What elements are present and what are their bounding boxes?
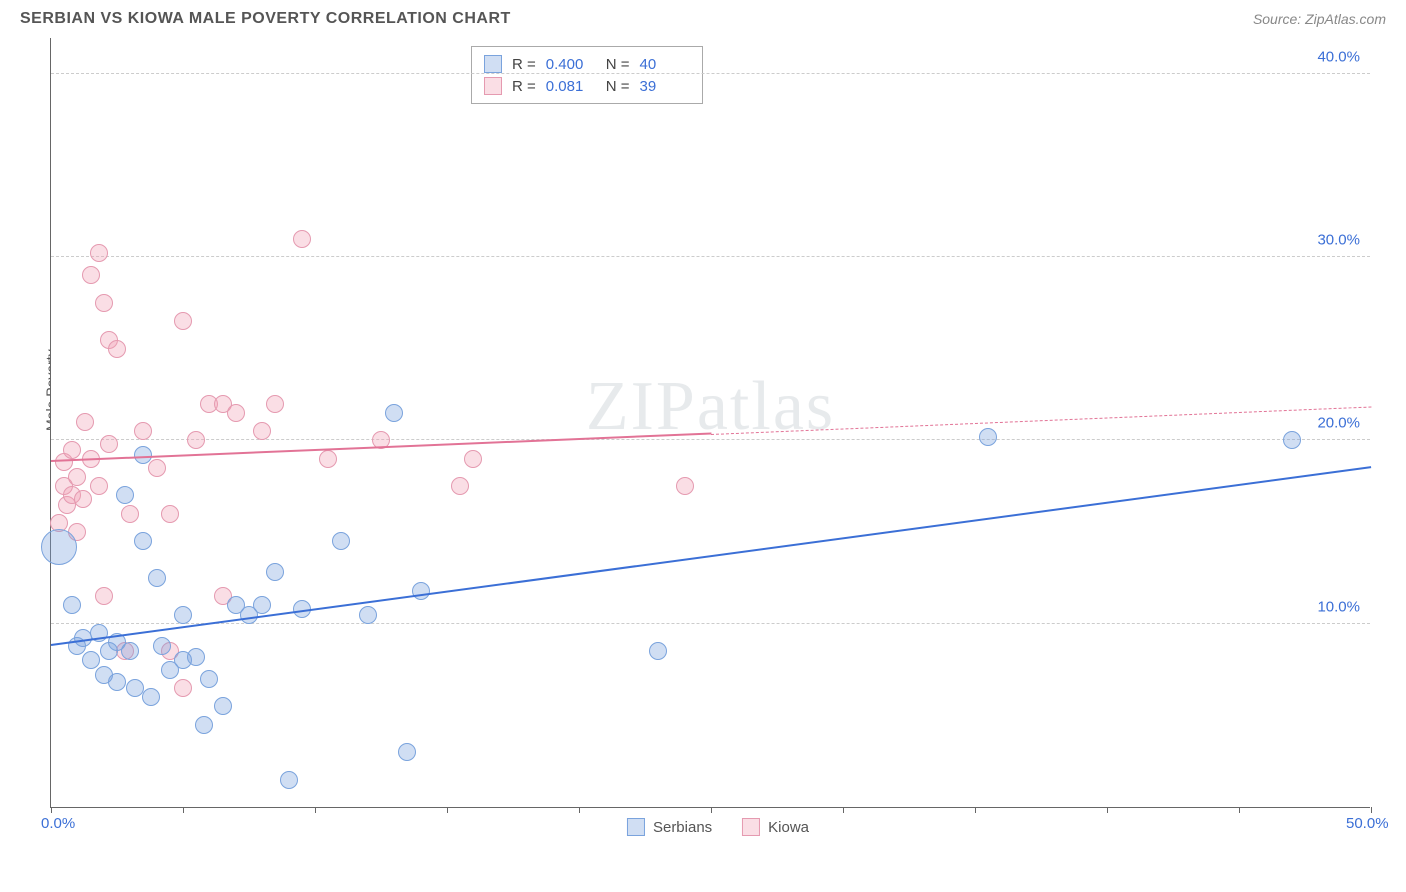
- data-point: [174, 679, 192, 697]
- stat-n-value: 40: [640, 56, 690, 73]
- x-tick: [315, 807, 316, 813]
- data-point: [153, 637, 171, 655]
- data-point: [76, 413, 94, 431]
- stat-r-value: 0.400: [546, 56, 596, 73]
- gridline: [51, 439, 1370, 440]
- data-point: [319, 450, 337, 468]
- data-point: [385, 404, 403, 422]
- data-point: [142, 688, 160, 706]
- data-point: [148, 569, 166, 587]
- x-tick: [975, 807, 976, 813]
- data-point: [63, 596, 81, 614]
- data-point: [293, 230, 311, 248]
- x-tick-label: 0.0%: [41, 815, 75, 832]
- gridline: [51, 73, 1370, 74]
- data-point: [200, 670, 218, 688]
- trendline-dashed: [711, 406, 1371, 434]
- legend-item: Serbians: [627, 818, 712, 836]
- trendline: [51, 466, 1371, 646]
- data-point: [82, 266, 100, 284]
- data-point: [174, 312, 192, 330]
- data-point: [464, 450, 482, 468]
- data-point: [266, 395, 284, 413]
- data-point: [100, 435, 118, 453]
- data-point: [187, 431, 205, 449]
- plot-area: ZIPatlas R = 0.400 N = 40 R = 0.081 N = 39 10.0…: [50, 38, 1370, 808]
- data-point: [41, 529, 77, 565]
- data-point: [451, 477, 469, 495]
- data-point: [121, 642, 139, 660]
- data-point: [121, 505, 139, 523]
- x-tick: [1107, 807, 1108, 813]
- data-point: [161, 505, 179, 523]
- data-point: [134, 422, 152, 440]
- data-point: [95, 294, 113, 312]
- data-point: [979, 428, 997, 446]
- data-point: [90, 477, 108, 495]
- stat-n-label: N =: [606, 78, 630, 95]
- data-point: [134, 532, 152, 550]
- stat-r-label: R =: [512, 78, 536, 95]
- data-point: [116, 486, 134, 504]
- stat-r-label: R =: [512, 56, 536, 73]
- data-point: [214, 697, 232, 715]
- bottom-legend: Serbians Kiowa: [627, 818, 809, 836]
- watermark: ZIPatlas: [586, 367, 835, 447]
- legend-item: Kiowa: [742, 818, 809, 836]
- x-tick: [1371, 807, 1372, 813]
- data-point: [74, 490, 92, 508]
- data-point: [108, 340, 126, 358]
- data-point: [68, 468, 86, 486]
- x-tick: [1239, 807, 1240, 813]
- data-point: [63, 441, 81, 459]
- x-tick: [183, 807, 184, 813]
- data-point: [90, 244, 108, 262]
- x-tick: [711, 807, 712, 813]
- data-point: [253, 596, 271, 614]
- legend-swatch: [627, 818, 645, 836]
- data-point: [174, 606, 192, 624]
- data-point: [359, 606, 377, 624]
- data-point: [187, 648, 205, 666]
- x-tick: [843, 807, 844, 813]
- legend-label: Kiowa: [768, 819, 809, 836]
- x-tick: [447, 807, 448, 813]
- data-point: [649, 642, 667, 660]
- x-tick: [51, 807, 52, 813]
- stat-n-value: 39: [640, 78, 690, 95]
- legend-swatch: [484, 77, 502, 95]
- x-tick-label: 50.0%: [1346, 815, 1389, 832]
- legend-label: Serbians: [653, 819, 712, 836]
- y-tick-label: 10.0%: [1317, 598, 1360, 615]
- x-tick: [579, 807, 580, 813]
- data-point: [108, 673, 126, 691]
- source-label: Source: ZipAtlas.com: [1253, 11, 1386, 27]
- gridline: [51, 256, 1370, 257]
- stat-r-value: 0.081: [546, 78, 596, 95]
- data-point: [266, 563, 284, 581]
- y-tick-label: 40.0%: [1317, 48, 1360, 65]
- stat-n-label: N =: [606, 56, 630, 73]
- chart-container: Male Poverty ZIPatlas R =0.400N =40R =0.…: [50, 38, 1386, 808]
- data-point: [148, 459, 166, 477]
- data-point: [227, 404, 245, 422]
- stats-row: R = 0.081 N = 39: [484, 75, 690, 97]
- y-tick-label: 20.0%: [1317, 415, 1360, 432]
- chart-title: SERBIAN VS KIOWA MALE POVERTY CORRELATIO…: [20, 10, 511, 28]
- legend-swatch: [742, 818, 760, 836]
- data-point: [1283, 431, 1301, 449]
- data-point: [195, 716, 213, 734]
- data-point: [676, 477, 694, 495]
- y-tick-label: 30.0%: [1317, 232, 1360, 249]
- header: SERBIAN VS KIOWA MALE POVERTY CORRELATIO…: [0, 0, 1406, 33]
- data-point: [82, 651, 100, 669]
- data-point: [95, 587, 113, 605]
- data-point: [280, 771, 298, 789]
- data-point: [332, 532, 350, 550]
- data-point: [398, 743, 416, 761]
- data-point: [253, 422, 271, 440]
- stats-legend-box: R = 0.400 N = 40 R = 0.081 N = 39: [471, 46, 703, 104]
- legend-swatch: [484, 55, 502, 73]
